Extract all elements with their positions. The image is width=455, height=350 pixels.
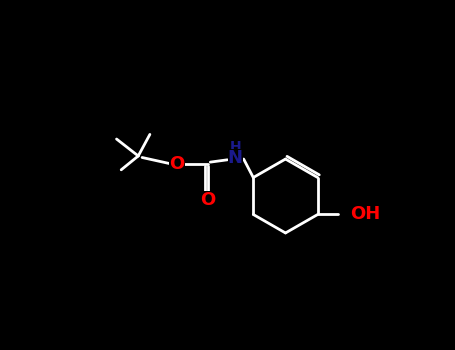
Text: O: O [200,191,216,209]
Text: O: O [169,155,185,173]
Text: N: N [228,149,243,167]
Text: H: H [229,140,241,154]
Text: OH: OH [350,205,380,224]
